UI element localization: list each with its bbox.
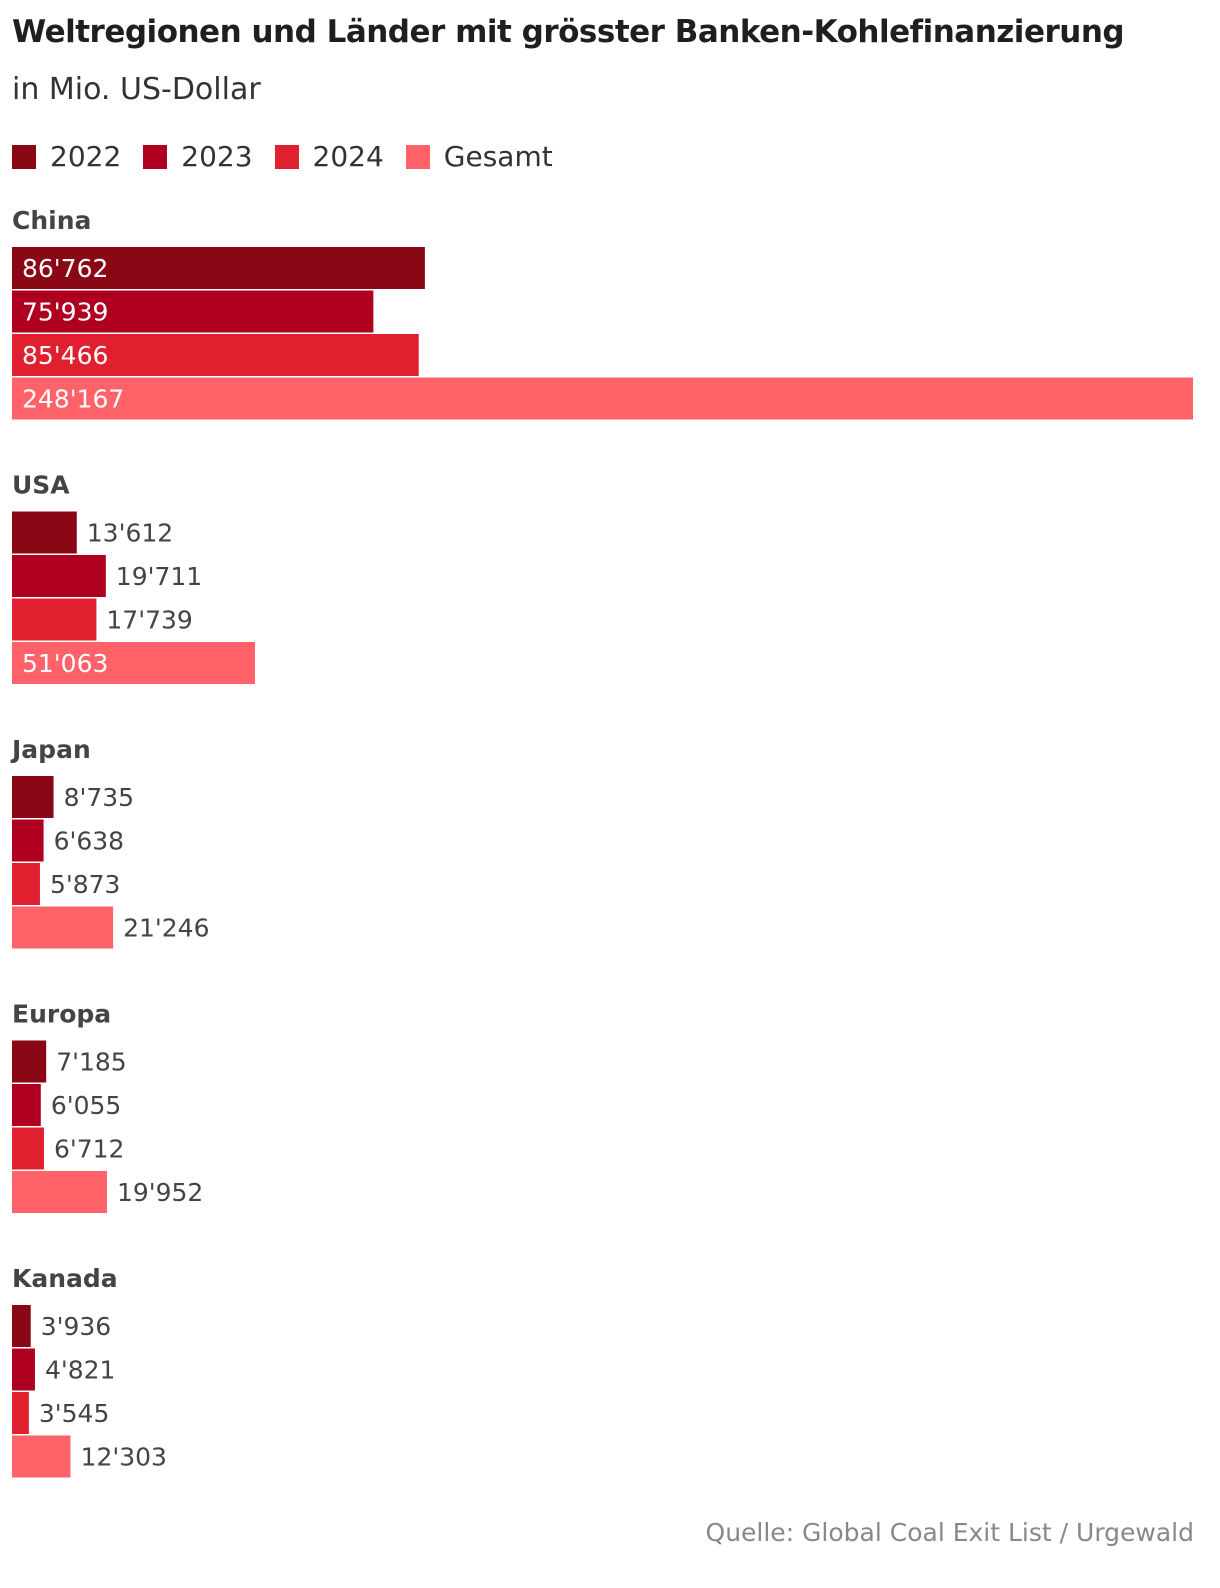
bar-japan-gesamt <box>12 906 114 949</box>
value-label-usa-gesamt: 51'063 <box>22 649 108 678</box>
group-label-kanada: Kanada <box>12 1264 118 1293</box>
legend-swatch-2022 <box>12 144 36 169</box>
bar-chart: China 86'762 75'939 85'466 248'167 USA 13'612 1… <box>10 206 1193 1478</box>
value-label-usa-2022: 13'612 <box>87 519 173 548</box>
legend-label-2024: 2024 <box>312 140 384 173</box>
value-label-europa-2022: 7'185 <box>56 1048 127 1077</box>
bar-kanada-2022 <box>12 1305 31 1347</box>
group-label-china: China <box>12 206 91 235</box>
legend-item-2022: 2022 <box>12 140 121 173</box>
bar-usa-2023 <box>12 555 106 597</box>
value-label-kanada-2024: 3'545 <box>39 1399 110 1428</box>
bar-usa-2024 <box>12 598 97 641</box>
legend-label-2022: 2022 <box>50 140 122 173</box>
bar-europa-2024 <box>12 1127 44 1170</box>
legend-swatch-gesamt <box>405 144 430 169</box>
value-label-europa-gesamt: 19'952 <box>117 1178 203 1207</box>
legend-swatch-2024 <box>274 144 299 169</box>
chart-title: Weltregionen und Länder mit grösster Ban… <box>12 14 1125 50</box>
value-label-europa-2024: 6'712 <box>54 1135 125 1164</box>
bar-china-2023 <box>12 290 374 333</box>
bar-china-2022 <box>12 247 425 289</box>
value-label-kanada-gesamt: 12'303 <box>81 1443 167 1472</box>
legend-item-gesamt: Gesamt <box>405 140 553 173</box>
bar-japan-2023 <box>12 819 44 862</box>
group-label-europa: Europa <box>12 1000 111 1029</box>
bar-europa-gesamt <box>12 1171 107 1213</box>
value-label-japan-2024: 5'873 <box>50 870 121 899</box>
value-label-china-gesamt: 248'167 <box>22 385 124 414</box>
value-label-china-2022: 86'762 <box>22 254 108 283</box>
bar-kanada-gesamt <box>12 1435 71 1478</box>
legend-item-2024: 2024 <box>274 140 384 173</box>
legend: 2022 2023 2024 Gesamt <box>12 140 575 173</box>
chart-subtitle: in Mio. US-Dollar <box>12 72 261 107</box>
value-label-kanada-2022: 3'936 <box>41 1312 112 1341</box>
bar-usa-gesamt <box>12 642 256 684</box>
bar-japan-2024 <box>12 863 40 905</box>
value-label-usa-2024: 17'739 <box>106 606 192 635</box>
source-note: Quelle: Global Coal Exit List / Urgewald <box>705 1518 1194 1547</box>
value-label-japan-2022: 8'735 <box>64 783 135 812</box>
legend-label-2023: 2023 <box>181 140 253 173</box>
bar-china-2024 <box>12 334 419 376</box>
group-label-japan: Japan <box>10 735 91 764</box>
value-label-china-2024: 85'466 <box>22 341 108 370</box>
legend-label-gesamt: Gesamt <box>443 140 553 173</box>
bar-china-gesamt <box>12 377 1193 420</box>
bar-europa-2023 <box>12 1084 41 1126</box>
value-label-europa-2023: 6'055 <box>51 1091 122 1120</box>
value-label-japan-gesamt: 21'246 <box>123 914 209 943</box>
legend-swatch-2023 <box>143 144 168 169</box>
bar-japan-2022 <box>12 776 54 818</box>
value-label-japan-2023: 6'638 <box>54 827 125 856</box>
value-label-kanada-2023: 4'821 <box>45 1356 116 1385</box>
bar-kanada-2023 <box>12 1348 35 1391</box>
bar-europa-2022 <box>12 1040 47 1083</box>
value-label-usa-2023: 19'711 <box>116 562 202 591</box>
value-label-china-2023: 75'939 <box>22 298 108 327</box>
bar-kanada-2024 <box>12 1392 29 1434</box>
group-label-usa: USA <box>12 471 70 500</box>
legend-item-2023: 2023 <box>143 140 253 173</box>
bar-usa-2022 <box>12 511 77 554</box>
